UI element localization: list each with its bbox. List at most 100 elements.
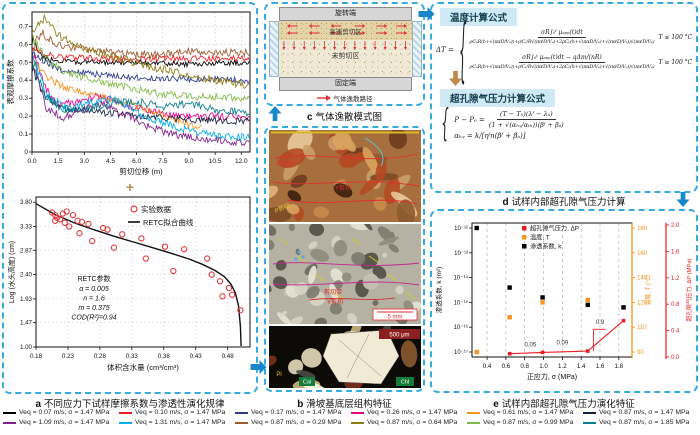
svg-text:R剪切: R剪切 <box>276 160 292 168</box>
legend-label: Veq = 0.87 m/s, σ = 0.64 MPa <box>367 419 458 426</box>
legend-swatch <box>583 411 596 414</box>
ring-shear-diagram: 旋转端 高速剪切区 未剪切区 固定端 <box>269 7 422 91</box>
svg-text:4.5: 4.5 <box>106 158 115 165</box>
photo-micrograph: 500 μm Pl Cal Chl <box>268 326 421 388</box>
temp-formula: ΔT = { σR∫₀ᵗ μₐₚₚ(t)dt ρCₚR(h+√(παD/Vₑ))+… <box>436 8 693 91</box>
svg-text:1.00: 1.00 <box>20 344 33 351</box>
legend-item: Veq = 0.17 m/s, σ = 1.47 MPa <box>235 409 349 416</box>
svg-text:3.33: 3.33 <box>20 223 33 230</box>
legend-swatch <box>351 411 364 414</box>
legend-item: Veq = 0.61 m/s, σ = 1.47 MPa <box>467 409 581 416</box>
svg-text:0.2: 0.2 <box>19 113 28 120</box>
svg-text:剪切位移 (m): 剪切位移 (m) <box>119 166 163 176</box>
svg-text:0.09: 0.09 <box>557 340 569 346</box>
legend-swatch <box>351 421 364 424</box>
caption-d: d 试样内部超孔隙气压力计算 <box>502 197 626 208</box>
svg-text:2.87: 2.87 <box>20 247 33 254</box>
svg-text:1.6: 1.6 <box>596 363 605 370</box>
right-clamp <box>412 21 422 77</box>
pore-formula: { P − P₀ = (T − T₀)(λᶠ − λₐ) (1 + √(αₕᵧ/α… <box>441 103 564 147</box>
svg-text:10⁻¹⁷: 10⁻¹⁷ <box>454 349 468 356</box>
legend-label: Veq = 0.87 m/s, σ = 1.85 MPa <box>599 419 690 426</box>
svg-text:渗透系数, k (m²): 渗透系数, k (m²) <box>434 267 443 314</box>
caption-b: b 滑坡基底层组构特征 <box>297 399 392 410</box>
unsheared-zone: 未剪切区 <box>279 40 412 77</box>
svg-text:0.4: 0.4 <box>483 363 492 370</box>
panel-b: R剪切 Y剪切 P剪切 剪切带 Y剪切 5 mm 500 μm Pl Cal Chl <box>264 126 425 392</box>
svg-text:0.3: 0.3 <box>19 95 28 102</box>
svg-text:6.0: 6.0 <box>132 158 141 165</box>
svg-text:Y剪切: Y剪切 <box>326 298 342 306</box>
red-arrow-icon <box>316 94 331 101</box>
svg-text:1.2: 1.2 <box>671 276 680 282</box>
svg-text:0.33: 0.33 <box>126 353 139 360</box>
svg-text:Y剪切: Y剪切 <box>334 184 350 192</box>
plus-icon: + <box>125 179 135 195</box>
pore-pressure-chart: 10⁻¹² 10⁻¹³ 10⁻¹⁴ 10⁻¹⁵ 10⁻¹⁶ 10⁻¹⁷ 0.4 0.6 0.8 1… <box>434 222 693 381</box>
svg-text:120: 120 <box>637 300 648 306</box>
legend-swatch <box>3 411 16 414</box>
legend-item: Veq = 0.10 m/s, σ = 1.47 MPa <box>119 409 233 416</box>
svg-text:10.5: 10.5 <box>209 158 222 165</box>
fixed-end-label: 固定端 <box>279 77 412 91</box>
svg-text:正应力, σ (MPa): 正应力, σ (MPa) <box>527 372 577 381</box>
svg-text:温度, T: 温度, T <box>530 234 550 242</box>
svg-text:1.6: 1.6 <box>671 249 680 255</box>
svg-text:实验数据: 实验数据 <box>141 204 171 214</box>
svg-text:0.6: 0.6 <box>502 363 511 370</box>
svg-text:1.5: 1.5 <box>54 158 63 165</box>
svg-text:10⁻¹³: 10⁻¹³ <box>454 251 468 257</box>
svg-text:0.8: 0.8 <box>671 302 680 308</box>
caption-a: a 不同应力下试样摩擦系数与渗透性演化规律 <box>35 399 225 410</box>
svg-text:0.28: 0.28 <box>94 353 107 360</box>
legend-swatch <box>583 421 596 424</box>
svg-text:160: 160 <box>637 251 648 257</box>
legend-swatch <box>235 421 248 424</box>
svg-text:10⁻¹⁶: 10⁻¹⁶ <box>454 324 469 331</box>
legend-item: Veq = 0.87 m/s, σ = 0.29 MPa <box>235 419 349 426</box>
panel-d: 温度计算公式 ΔT = { σR∫₀ᵗ μₐₚₚ(t)dt ρCₚR(h+√(πα… <box>430 2 698 193</box>
legend-item: Veq = 0.07 m/s, σ = 1.47 MPa <box>3 409 117 416</box>
legend-item: Veq = 0.87 m/s, σ = 1.85 MPa <box>583 419 697 426</box>
legend-item: Veq = 0.87 m/s, σ = 1.47 MPa <box>583 409 697 416</box>
tan-down-arrow <box>436 71 692 87</box>
svg-text:2.0: 2.0 <box>671 223 680 229</box>
svg-text:温度, T (°C): 温度, T (°C) <box>644 274 652 305</box>
legend-swatch <box>467 411 480 414</box>
brace-icon: { <box>441 103 449 147</box>
svg-text:体积含水量 (cm³/cm³): 体积含水量 (cm³/cm³) <box>107 362 179 372</box>
svg-text:1.2: 1.2 <box>558 363 567 370</box>
svg-text:0.18: 0.18 <box>30 353 43 360</box>
brace-icon: { <box>458 8 467 91</box>
svg-text:1.8: 1.8 <box>615 363 624 370</box>
panel-e: 10⁻¹² 10⁻¹³ 10⁻¹⁴ 10⁻¹⁵ 10⁻¹⁶ 10⁻¹⁷ 0.4 0.6 0.8 1… <box>430 209 698 393</box>
svg-text:Chl: Chl <box>400 380 408 386</box>
arrow-c-to-d <box>418 7 435 26</box>
run-legend: Veq = 0.07 m/s, σ = 1.47 MPa Veq = 0.10 m… <box>3 409 697 426</box>
svg-text:1.4: 1.4 <box>577 363 586 370</box>
svg-text:0: 0 <box>24 149 28 156</box>
svg-text:1.93: 1.93 <box>20 296 33 303</box>
svg-text:7.5: 7.5 <box>158 158 167 165</box>
temp-formula-header: 温度计算公式 <box>440 8 518 26</box>
svg-text:RETC参数: RETC参数 <box>77 274 110 283</box>
svg-text:3.80: 3.80 <box>20 199 33 206</box>
legend-label: Veq = 1.09 m/s, σ = 1.47 MPa <box>19 419 110 426</box>
photo-thin-section: 剪切带 Y剪切 5 mm <box>268 224 421 324</box>
svg-text:0.5: 0.5 <box>19 59 28 66</box>
svg-text:0.9: 0.9 <box>596 320 605 326</box>
svg-text:α = 0.005: α = 0.005 <box>79 286 109 293</box>
svg-text:1.47: 1.47 <box>20 320 33 327</box>
arrow-b-to-c <box>268 106 282 126</box>
svg-text:10⁻¹⁵: 10⁻¹⁵ <box>454 299 469 306</box>
legend-swatch <box>467 421 480 424</box>
svg-text:n = 1.6: n = 1.6 <box>83 296 105 303</box>
svg-text:0.1: 0.1 <box>19 131 28 138</box>
svg-text:10⁻¹⁴: 10⁻¹⁴ <box>454 275 469 282</box>
caption-e: e 试样内部超孔隙气压力演化特征 <box>493 399 635 410</box>
svg-text:90: 90 <box>637 350 644 356</box>
legend-label: Veq = 0.10 m/s, σ = 1.47 MPa <box>135 409 226 416</box>
svg-text:表观摩擦系数: 表观摩擦系数 <box>6 59 15 104</box>
svg-text:180: 180 <box>637 226 648 232</box>
